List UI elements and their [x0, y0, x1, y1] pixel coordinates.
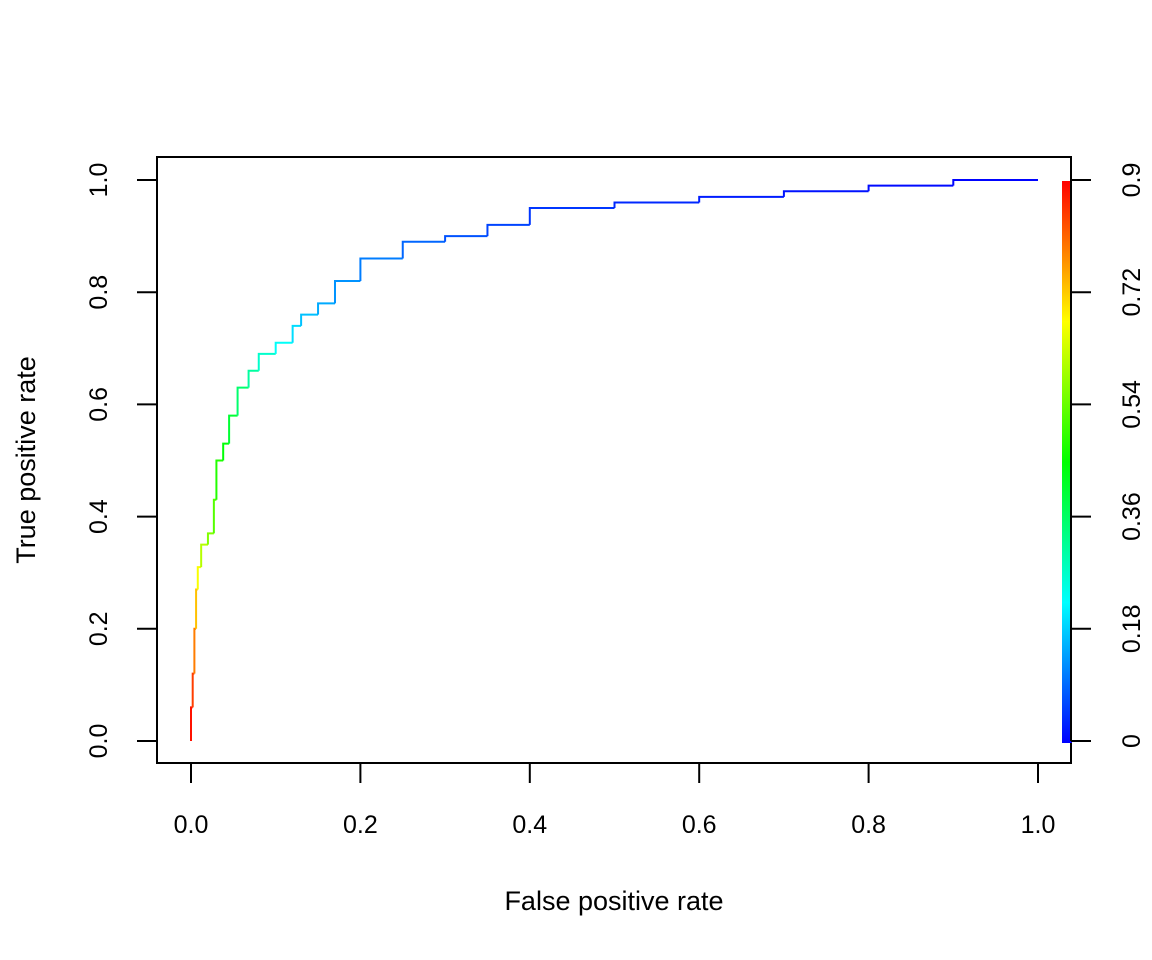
plot-frame [156, 156, 1072, 764]
roc-curve-segment [247, 369, 259, 388]
roc-curve-segment [193, 627, 197, 674]
roc-curve-segment [401, 240, 446, 259]
roc-curve-segment [228, 414, 238, 444]
x-tick-label: 1.0 [1021, 811, 1056, 839]
x-tick-label: 0.6 [682, 811, 717, 839]
roc-curve-segment [196, 566, 202, 590]
y-tick-label: 0.2 [85, 611, 113, 646]
roc-curve-segment [698, 195, 784, 203]
y-tick-label: 0.0 [85, 724, 113, 759]
colorbar-tick-label: 0.54 [1118, 380, 1146, 429]
roc-curve-segment [190, 706, 193, 741]
roc-curve-segment [317, 302, 335, 315]
roc-curve-segment [236, 386, 249, 416]
roc-curve-segment [274, 341, 293, 354]
y-tick-label: 0.4 [85, 499, 113, 534]
roc-curve-segment [191, 672, 195, 708]
roc-curve-segment [782, 190, 869, 197]
y-axis: 0.0 0.2 0.4 0.6 0.8 1.0 [85, 163, 158, 759]
roc-curve-segment [867, 184, 954, 192]
colorbar-tick-label: 0.36 [1118, 492, 1146, 541]
colorbar-tick-label: 0.72 [1118, 268, 1146, 317]
y-tick-label: 0.8 [85, 275, 113, 310]
x-tick-label: 0.8 [851, 811, 886, 839]
x-axis-label: False positive rate [504, 886, 723, 916]
roc-curve-segment [486, 223, 530, 237]
roc-curve-segment [528, 207, 615, 225]
colorbar: 0 0.18 0.36 0.54 0.72 0.9 [1062, 163, 1146, 748]
x-tick-label: 0.0 [174, 811, 209, 839]
roc-curve-segment [613, 201, 700, 209]
roc-curve-segment [222, 442, 230, 461]
roc-curve-segment [444, 235, 488, 242]
roc-curve-segment [359, 257, 403, 281]
colorbar-fill [1062, 181, 1072, 743]
colorbar-tick-label: 0.18 [1118, 604, 1146, 653]
x-tick-label: 0.4 [512, 811, 547, 839]
roc-curve-segment [215, 459, 224, 500]
roc-curve-segment [257, 352, 276, 371]
y-tick-label: 0.6 [85, 387, 113, 422]
roc-curve-segment [206, 532, 214, 545]
colorbar-tick-label: 0 [1118, 734, 1146, 748]
roc-curve-segment [291, 324, 302, 343]
roc-curve-segment [212, 498, 217, 534]
roc-curve-segment [200, 543, 208, 568]
colorbar-tick-label: 0.9 [1118, 163, 1146, 198]
y-tick-label: 1.0 [85, 163, 113, 198]
roc-curve-segment [300, 313, 319, 326]
roc-curve-segment [952, 179, 1038, 186]
roc-curve-segment [195, 588, 198, 629]
roc-curve-segment [333, 279, 361, 304]
roc-curve [190, 179, 1038, 741]
y-axis-label: True positive rate [11, 356, 41, 564]
x-tick-label: 0.2 [343, 811, 378, 839]
x-axis: 0.0 0.2 0.4 0.6 0.8 1.0 [174, 762, 1056, 839]
